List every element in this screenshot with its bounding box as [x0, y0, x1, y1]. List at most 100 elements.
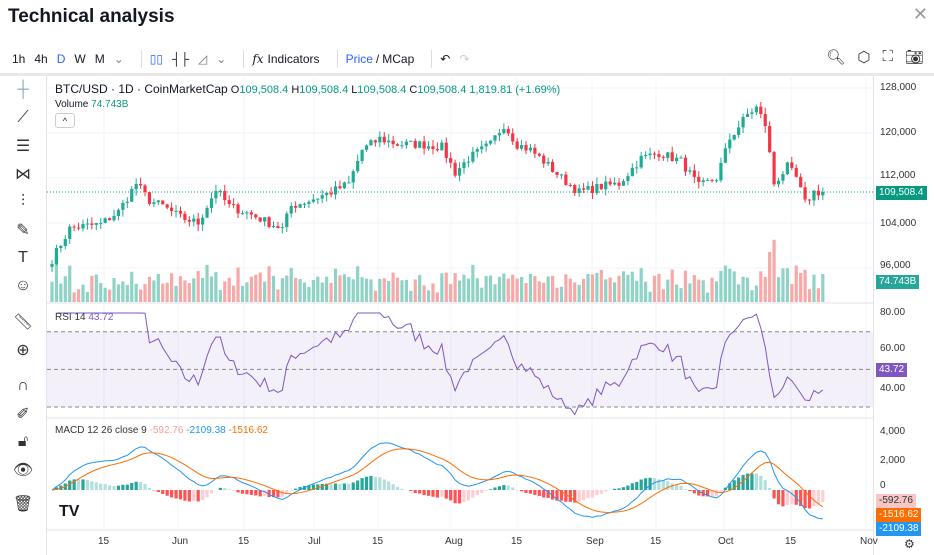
candle-body — [626, 176, 630, 182]
macd-histogram-bar — [99, 483, 103, 490]
macd-histogram-bar — [692, 490, 696, 494]
macd-histogram-bar — [635, 481, 639, 490]
volume-bar — [107, 289, 112, 302]
mcap-toggle[interactable]: MCap — [382, 52, 415, 66]
candle-body — [803, 187, 807, 200]
volume-bar — [161, 283, 165, 302]
candle-body — [342, 182, 346, 189]
close-label: C — [409, 84, 418, 96]
candle-body — [794, 167, 798, 177]
candle-body — [209, 198, 214, 208]
chart-canvas[interactable]: TV — [47, 78, 873, 555]
volume-bar — [582, 278, 586, 302]
interval-w[interactable]: W — [74, 52, 86, 66]
candle-body — [351, 171, 355, 183]
projection-icon[interactable]: ⫶ — [20, 193, 25, 210]
volume-bar — [298, 279, 302, 302]
interval-1h[interactable]: 1h — [12, 52, 26, 66]
axis-settings-icon[interactable]: ⚙ — [904, 537, 915, 551]
eye-icon[interactable]: 👁︎ — [12, 462, 34, 479]
trash-icon[interactable]: 🗑︎ — [12, 496, 34, 513]
interval-d[interactable]: D — [56, 52, 66, 66]
volume-bar — [617, 275, 621, 302]
magnet-icon[interactable]: ∩ — [17, 377, 29, 394]
volume-bar — [302, 282, 307, 302]
undo-icon[interactable]: ↶ — [440, 52, 451, 66]
macd-histogram-bar — [267, 490, 271, 498]
volume-bar — [426, 290, 431, 302]
redo-icon[interactable]: ↷ — [459, 52, 470, 66]
ruler-icon[interactable]: 📏︎ — [12, 314, 34, 331]
chevron-down-icon[interactable]: ⌄ — [113, 52, 124, 66]
macd-histogram-bar — [85, 479, 90, 490]
candle-body — [205, 207, 209, 218]
macd-histogram-bar — [364, 476, 369, 490]
candle-body — [395, 144, 400, 146]
candle-body — [679, 157, 683, 159]
volume-bar — [81, 284, 85, 302]
time-tick: Jul — [308, 536, 321, 547]
macd-histogram-bar — [471, 490, 475, 498]
collapse-button[interactable]: ^ — [55, 113, 75, 128]
text-icon[interactable]: T — [18, 249, 28, 266]
volume-bar — [697, 279, 701, 302]
price-axis[interactable]: 128,000 120,000 112,000 104,000 96,000 1… — [873, 76, 934, 555]
macd-histogram-bar — [218, 487, 222, 490]
fx-icon[interactable]: fx — [252, 52, 264, 66]
volume-bar — [147, 276, 152, 302]
macd-histogram-bar — [183, 490, 187, 501]
volume-bar — [227, 277, 231, 302]
candle-body — [648, 153, 652, 156]
candle-body — [555, 171, 559, 175]
candle-body — [298, 204, 302, 208]
macd-histogram-bar — [143, 483, 147, 490]
macd-histogram-bar — [732, 480, 736, 490]
volume-bar — [621, 271, 626, 302]
volume-bar — [218, 290, 222, 302]
candle-body — [732, 134, 736, 140]
camera-icon[interactable]: 📷︎ — [904, 49, 924, 66]
chevron-down-icon[interactable]: ⌄ — [216, 52, 227, 66]
crosshair-icon[interactable]: ┼ — [17, 81, 29, 98]
macd-histogram-bar — [413, 490, 417, 494]
change-value: 1,819.81 (+1.69%) — [469, 84, 561, 96]
interval-m[interactable]: M — [94, 52, 105, 66]
quick-search-icon[interactable]: 🔍︎ — [826, 49, 846, 66]
candle-body — [466, 161, 471, 163]
macd-histogram-bar — [201, 490, 205, 501]
candle-body — [121, 202, 125, 210]
candle-body — [697, 176, 701, 183]
trend-line-icon[interactable]: ⟋ — [17, 109, 29, 126]
candles-icon[interactable]: ▯▯ — [149, 52, 163, 66]
candle-body — [781, 174, 785, 181]
lock-icon[interactable]: 🔓︎ — [17, 433, 29, 450]
candle-body — [302, 203, 307, 205]
area-chart-icon[interactable]: ◿ — [198, 52, 208, 66]
candle-body — [165, 204, 169, 208]
fib-icon[interactable]: ☰ — [15, 138, 31, 155]
indicators-button[interactable]: Indicators — [267, 52, 320, 66]
price-toggle[interactable]: Price — [345, 52, 373, 66]
volume-bar — [683, 270, 688, 302]
candle-body — [413, 140, 417, 148]
pencil-lock-icon[interactable]: ✐ — [16, 406, 30, 423]
volume-bar — [245, 282, 249, 302]
bars-icon[interactable]: ┤├ — [172, 52, 190, 66]
macd-histogram-bar — [400, 488, 404, 490]
candle-body — [644, 155, 648, 157]
zoom-in-icon[interactable]: ⊕ — [16, 342, 30, 359]
close-icon[interactable]: ✕ — [912, 4, 928, 24]
fullscreen-icon[interactable]: ⛶ — [882, 48, 893, 65]
candle-body — [506, 128, 510, 134]
macd-histogram-bar — [590, 490, 595, 498]
candle-body — [661, 156, 665, 158]
macd-histogram-bar — [799, 490, 803, 507]
volume-bar — [196, 271, 200, 302]
brush-icon[interactable]: ✎ — [16, 222, 30, 239]
interval-4h[interactable]: 4h — [34, 52, 48, 66]
volume-bar — [723, 265, 727, 302]
emoji-icon[interactable]: ☺ — [14, 277, 32, 294]
close-value: 109,508.4 — [417, 84, 467, 96]
settings-icon[interactable]: ⬡ — [857, 49, 871, 66]
pattern-icon[interactable]: ⋈ — [15, 166, 31, 183]
